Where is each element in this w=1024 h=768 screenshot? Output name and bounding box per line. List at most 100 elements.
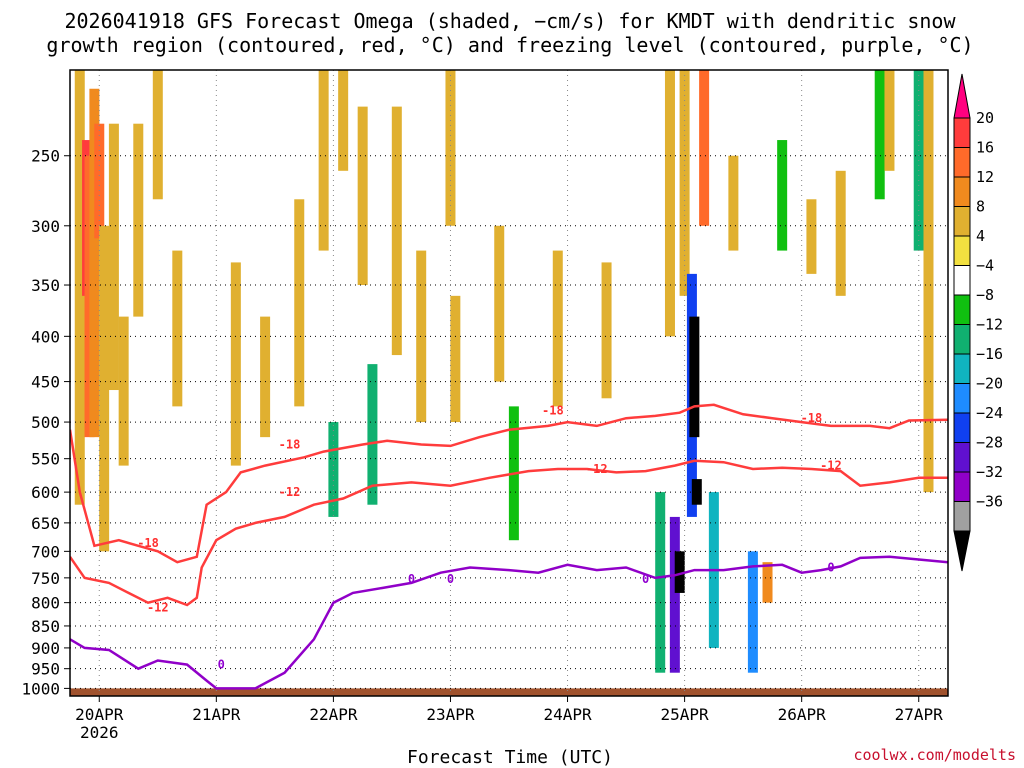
omega-cell	[533, 70, 544, 226]
colorbar-swatch	[953, 117, 971, 148]
omega-cell	[74, 70, 85, 505]
colorbar-swatch	[953, 501, 971, 532]
y-tick-label: 450	[31, 373, 60, 392]
x-tick-label: 26APR	[778, 705, 827, 724]
omega-cell	[552, 250, 563, 407]
omega-cell	[621, 70, 632, 186]
ground-fill	[70, 688, 948, 696]
contour-line-0	[70, 555, 948, 690]
omega-cell	[416, 250, 427, 423]
colorbar-label: −24	[976, 404, 1003, 422]
contour-label: 0	[827, 560, 834, 574]
omega-cell	[338, 70, 349, 171]
contour-label: -12	[586, 462, 608, 476]
omega-cell	[357, 106, 368, 286]
time-axis: 20APR 21APR 22APR 23APR 24APR 25APR 26APR 27APR…	[75, 696, 943, 742]
x-tick-label: 23APR	[426, 705, 475, 724]
omega-cell	[230, 262, 241, 466]
omega-cell	[689, 316, 700, 438]
x-axis-title: Forecast Time (UTC)	[407, 747, 613, 768]
contour-label: -18	[137, 536, 159, 550]
colorbar-swatch	[953, 235, 971, 266]
omega-cell	[328, 422, 339, 517]
chart-title-line1: 2026041918 GFS Forecast Omega (shaded, −…	[64, 9, 956, 33]
omega-cell	[582, 70, 593, 200]
omega-cell	[99, 225, 110, 552]
colorbar-label: −20	[976, 375, 1003, 393]
omega-cell	[133, 123, 144, 317]
y-tick-label: 300	[31, 217, 60, 236]
colorbar-label: −4	[976, 257, 994, 275]
x-tick-label: 21APR	[192, 705, 241, 724]
contour-label: 0	[447, 572, 454, 586]
contour-label: 0	[218, 658, 225, 672]
omega-cell	[294, 199, 305, 407]
colorbar: 20 16 12 8 4 −4 −8 −12 −16 −20 −24 −28 −32 −36	[953, 73, 1003, 572]
plot-frame	[69, 69, 949, 697]
contour-label: -12	[820, 459, 842, 473]
colorbar-swatch	[953, 324, 971, 355]
omega-cell	[874, 70, 885, 200]
omega-cell	[664, 70, 675, 337]
omega-cell	[172, 250, 183, 407]
x-tick-label: 22APR	[309, 705, 358, 724]
temperature-contours	[70, 403, 948, 690]
pressure-axis: 250 300 350 400 450 500 550 600 650 700 750 800 850 9…	[21, 147, 70, 698]
omega-cell	[377, 70, 388, 200]
colorbar-swatch	[953, 265, 971, 296]
omega-cell	[196, 262, 207, 356]
colorbar-label: 12	[976, 168, 994, 186]
x-tick-year: 2026	[80, 723, 119, 742]
omega-cell	[494, 225, 505, 382]
y-tick-label: 750	[31, 569, 60, 588]
colorbar-label: −28	[976, 434, 1003, 452]
omega-cell	[806, 199, 817, 274]
credit-text[interactable]: coolwx.com/modelts	[853, 746, 1016, 764]
colorbar-swatch	[953, 412, 971, 443]
contour-line--12	[70, 459, 948, 607]
omega-cell	[94, 123, 105, 239]
y-tick-label: 700	[31, 542, 60, 561]
omega-cell	[474, 70, 485, 171]
omega-cell	[747, 551, 758, 673]
x-tick-label: 20APR	[75, 705, 124, 724]
colorbar-swatch	[953, 176, 971, 207]
contour-labels: -18 -18 -18 -18 -12 -12 -12 -12 0 0 0 0 0	[137, 403, 842, 671]
plot-background	[70, 70, 948, 696]
omega-cell	[923, 70, 934, 493]
omega-cell	[728, 155, 739, 251]
y-tick-label: 800	[31, 594, 60, 613]
y-tick-label: 900	[31, 639, 60, 658]
omega-cell	[391, 106, 402, 356]
contour-label: 0	[408, 572, 415, 586]
contour-label: -12	[279, 485, 301, 499]
omega-cell	[318, 70, 329, 251]
contour-label: -18	[279, 437, 301, 451]
y-tick-label: 400	[31, 327, 60, 346]
contour-label: -18	[801, 411, 823, 425]
y-tick-label: 600	[31, 483, 60, 502]
omega-cell	[777, 140, 788, 251]
colorbar-top-arrow	[953, 73, 971, 119]
omega-cell	[601, 262, 612, 399]
omega-cell	[699, 70, 710, 226]
colorbar-swatch	[953, 471, 971, 502]
omega-cell	[108, 123, 119, 391]
y-tick-label: 250	[31, 147, 60, 166]
y-tick-label: 500	[31, 413, 60, 432]
colorbar-swatch	[953, 294, 971, 325]
y-tick-label: 950	[31, 660, 60, 679]
omega-cell	[260, 316, 271, 438]
omega-cell	[118, 316, 129, 466]
omega-cell	[655, 492, 666, 673]
colorbar-label: −8	[976, 286, 994, 304]
y-tick-label: 650	[31, 514, 60, 533]
colorbar-label: 20	[976, 109, 994, 127]
ground-layer	[70, 688, 948, 696]
omega-cell	[674, 551, 685, 593]
omega-shading	[74, 70, 934, 673]
y-tick-label: 1000	[21, 679, 60, 698]
omega-cell	[89, 88, 100, 438]
colorbar-label: −36	[976, 493, 1003, 511]
